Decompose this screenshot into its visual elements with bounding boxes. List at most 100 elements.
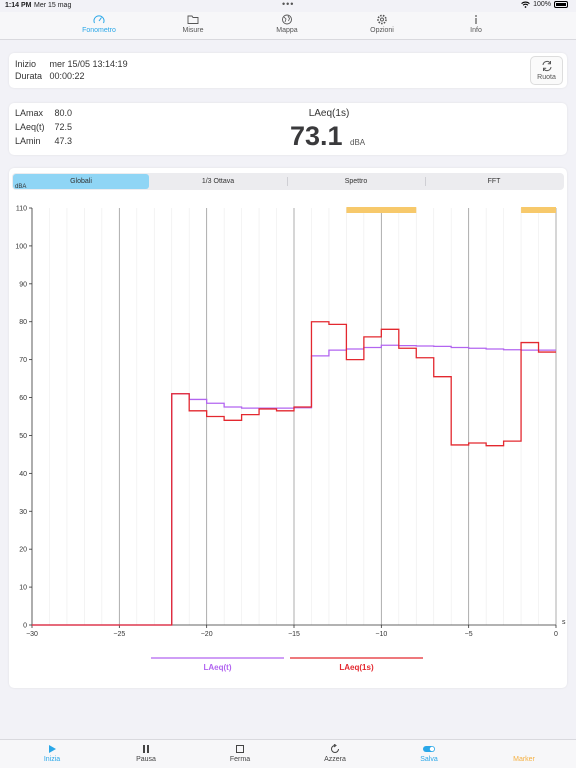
main-level-title: LAeq(1s) [308,108,350,119]
lamin-label: LAmin [15,136,41,146]
laeqt-label: LAeq(t) [15,122,45,132]
overload-marker [346,207,417,213]
laeqt-value: 72.5 [54,122,73,132]
x-tick-label: −20 [201,631,213,638]
status-time: 1:14 PM [5,2,32,9]
y-tick-label: 90 [19,281,27,288]
status-bar: 1:14 PM Mer 15 mag ••• 100% [0,0,576,12]
y-tick-label: 70 [19,357,27,364]
start-button[interactable]: Inizia [12,744,92,763]
segment-globali[interactable]: Globali [13,174,149,189]
tab-info[interactable]: Info [436,14,516,34]
lamax-value: 80.0 [54,108,73,118]
tab-mappa-label: Mappa [276,27,298,34]
lamax-label: LAmax [15,108,44,118]
pause-icon [143,745,149,753]
y-tick-label: 40 [19,471,27,478]
level-history-chart[interactable]: 0 10 20 30 40 50 60 70 80 90 100 110 −30 −25 −20 −15 −10… [9,168,567,688]
y-tick-label: 110 [16,206,27,213]
rotate-label: Ruota [537,74,556,81]
stop-button[interactable]: Ferma [200,744,280,763]
pause-button[interactable]: Pausa [106,744,186,763]
multitask-dots-icon[interactable]: ••• [282,0,295,9]
main-level-value: 73.1 [290,121,343,151]
lamin-value: 47.3 [54,136,73,146]
bottom-toolbar: Inizia Pausa Ferma Azzera Salva Marker [0,739,576,768]
pause-button-label: Pausa [136,756,156,763]
lamax-row: LAmax 80.0 [15,108,72,118]
start-value: mer 15/05 13:14:19 [49,59,128,69]
segment-terzi-ottava[interactable]: 1/3 Ottava [201,178,235,185]
rotate-icon [542,60,551,72]
start-button-label: Inizia [43,756,61,763]
reset-button-label: Azzera [324,756,346,763]
reset-icon [331,744,339,753]
duration-label: Durata [15,71,43,81]
top-navigation: Fonometro Misure Mappa Opzioni Info [0,12,576,40]
stop-icon [236,745,244,753]
tab-fonometro[interactable]: Fonometro [59,14,139,34]
laeqt-row: LAeq(t) 72.5 [15,122,72,132]
battery-percent: 100% [533,1,551,8]
segment-fft[interactable]: FFT [487,178,501,185]
tab-opzioni-label: Opzioni [370,27,394,34]
x-tick-label: −5 [465,631,473,638]
tab-mappa[interactable]: Mappa [247,14,327,34]
tab-fonometro-label: Fonometro [82,27,116,34]
x-tick-label: −25 [113,631,125,638]
y-tick-label: 30 [19,509,27,516]
marker-button-label: Marker [513,756,535,763]
legend-label: LAeq(t) [204,663,232,672]
save-toggle-label: Salva [420,756,438,763]
y-tick-label: 10 [19,585,27,592]
toggle-icon [423,746,435,752]
battery-icon [554,1,568,8]
session-card: Inizio mer 15/05 13:14:19 Durata 00:00:2… [9,53,567,88]
tab-misure[interactable]: Misure [153,14,233,34]
overload-marker [521,207,556,213]
chart-card: Globali 1/3 Ottava Spettro FFT 0 10 20 30 40… [9,168,567,688]
tab-opzioni[interactable]: Opzioni [342,14,422,34]
y-tick-label: 100 [15,243,27,250]
x-tick-label: −10 [375,631,387,638]
segment-spettro[interactable]: Spettro [344,178,368,185]
rotate-button[interactable]: Ruota [530,56,563,85]
status-right: 100% [521,1,568,8]
y-tick-label: 60 [19,395,27,402]
series-line-LAeq(1s) [32,321,556,626]
stop-button-label: Ferma [229,756,251,763]
start-label: Inizio [15,59,37,69]
tab-misure-label: Misure [182,27,204,34]
folder-icon [187,15,199,24]
tab-info-label: Info [470,27,482,34]
start-row: Inizio mer 15/05 13:14:19 [15,59,128,69]
duration-row: Durata 00:00:22 [15,71,85,81]
save-toggle[interactable]: Salva [389,744,469,763]
x-tick-label: 0 [554,631,558,638]
duration-value: 00:00:22 [49,71,85,81]
y-tick-label: 80 [19,319,27,326]
level-card: LAmax 80.0 LAeq(t) 72.5 LAmin 47.3 LAeq(… [9,103,567,155]
x-tick-label: −30 [26,631,38,638]
globe-icon [282,14,292,25]
status-date: Mer 15 mag [34,2,72,9]
marker-button[interactable]: Marker [484,744,564,763]
wifi-icon [521,1,530,8]
info-icon [475,15,477,24]
x-tick-label: −15 [288,631,300,638]
gear-icon [377,14,387,25]
main-level-unit: dBA [350,138,366,147]
y-axis-label: dBA [15,184,26,190]
segment-divider [425,177,426,186]
reset-button[interactable]: Azzera [295,744,375,763]
legend-label: LAeq(1s) [339,663,374,672]
play-icon [49,745,56,753]
view-segmented-control: Globali 1/3 Ottava Spettro FFT [12,173,564,190]
y-tick-label: 0 [23,623,27,630]
gauge-icon [93,15,105,24]
y-tick-label: 50 [19,433,27,440]
x-axis-label: s [562,619,566,626]
y-tick-label: 20 [19,547,27,554]
segment-divider [287,177,288,186]
lamin-row: LAmin 47.3 [15,136,72,146]
